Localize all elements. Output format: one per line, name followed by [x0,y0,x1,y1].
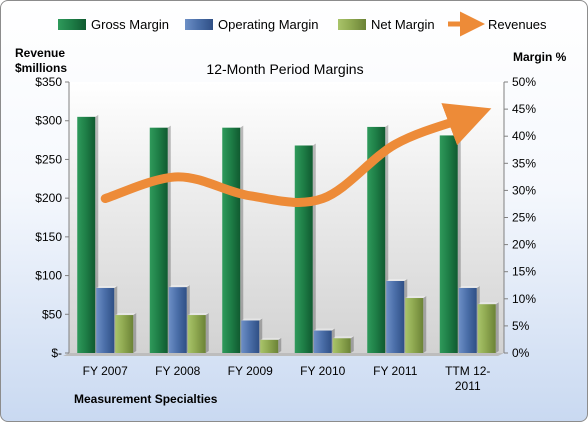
bar-top-operating-margin [386,278,408,281]
bar-top-operating-margin [313,328,335,331]
bar-side-net-margin [423,296,427,353]
category-label: TTM 12- [445,364,490,378]
bar-top-gross-margin [222,125,244,128]
left-tick-label: $250 [35,152,62,166]
bar-gross-margin [222,127,241,353]
right-tick-label: 5% [512,319,530,333]
bar-top-net-margin [477,302,499,305]
right-axis: 0% 5% 10% 15% 20% 25% 30% 35% 40% 45% 50% [503,75,536,360]
bar-operating-margin [168,287,187,353]
revenues-line [100,103,492,207]
bar-top-net-margin [260,337,282,340]
right-tick-label: 20% [512,238,536,252]
bar-top-operating-margin [241,318,263,321]
legend: Gross Margin Operating Margin Net Margin… [58,11,547,37]
legend-item-net-margin: Net Margin [338,17,435,32]
bar-top-operating-margin [458,285,480,288]
bar-operating-margin [96,287,115,353]
left-tick-label: $- [51,346,62,360]
bar-side-net-margin [133,313,137,353]
bar-top-gross-margin [77,114,99,117]
bar-side-net-margin [350,336,354,353]
left-tick-label: $50 [42,307,62,321]
bar-top-gross-margin [367,124,389,127]
plot-floor [63,353,504,356]
right-tick-label: 15% [512,265,536,279]
left-tick-label: $100 [35,269,62,283]
revenues-series [100,103,492,207]
left-tick-label: $300 [35,114,62,128]
legend-label-net-margin: Net Margin [371,17,435,32]
bar-top-gross-margin [294,143,316,146]
bar-side-net-margin [205,313,209,353]
bar-operating-margin [313,330,332,353]
right-tick-label: 10% [512,292,536,306]
right-axis-label: Margin % [513,50,567,64]
left-tick-label: $150 [35,230,62,244]
bar-top-gross-margin [149,125,171,128]
left-axis-label-line1: Revenue [15,46,65,60]
legend-item-revenues: Revenues [448,11,547,37]
footer-company-name: Measurement Specialties [74,392,218,406]
right-tick-label: 40% [512,129,536,143]
legend-item-operating-margin: Operating Margin [185,17,318,32]
category-label: FY 2010 [300,364,345,378]
bar-gross-margin [367,126,386,353]
bar-net-margin [332,338,351,353]
bar-side-gross-margin [240,125,244,353]
category-label: FY 2007 [83,364,128,378]
legend-swatch-operating-margin [185,19,213,30]
right-tick-label: 25% [512,211,536,225]
bar-gross-margin [439,135,458,353]
legend-swatch-net-margin [338,19,366,30]
bars [77,114,499,353]
bar-top-net-margin [115,313,137,316]
right-tick-label: 45% [512,102,536,116]
chart-title: 12-Month Period Margins [206,61,363,77]
left-tick-label: $200 [35,191,62,205]
bar-gross-margin [294,145,313,353]
category-label: FY 2011 [373,364,418,378]
left-axis: $- $50 $100 $150 $200 $250 $300 $350 [35,75,70,360]
bar-net-margin [405,298,424,353]
legend-swatch-gross-margin [58,19,86,30]
bar-side-net-margin [495,302,499,353]
bar-net-margin [187,315,206,353]
category-label: FY 2008 [155,364,200,378]
bar-side-gross-margin [312,143,316,353]
bar-side-net-margin [278,337,282,353]
bar-net-margin [115,315,134,353]
bar-gross-margin [149,127,168,353]
bar-net-margin [260,339,279,353]
bar-operating-margin [241,320,260,353]
bar-operating-margin [458,287,477,353]
bar-top-net-margin [405,296,427,299]
right-tick-label: 0% [512,346,530,360]
legend-item-gross-margin: Gross Margin [58,17,169,32]
left-axis-label-line2: $millions [15,61,67,75]
bar-top-operating-margin [96,285,118,288]
bar-operating-margin [386,280,405,353]
right-tick-label: 30% [512,183,536,197]
legend-label-operating-margin: Operating Margin [218,17,318,32]
bar-top-net-margin [332,336,354,339]
category-label: 2011 [455,379,481,393]
left-tick-label: $350 [35,75,62,89]
category-label: FY 2009 [228,364,273,378]
bar-top-gross-margin [439,133,461,136]
bar-top-operating-margin [168,285,190,288]
category-axis: FY 2007 FY 2008 FY 2009 FY 2010 FY 2011 TTM 1… [83,364,491,393]
right-tick-label: 50% [512,75,536,89]
bar-gross-margin [77,116,96,353]
bar-top-net-margin [187,313,209,316]
legend-label-revenues: Revenues [488,17,547,32]
right-tick-label: 35% [512,156,536,170]
legend-label-gross-margin: Gross Margin [91,17,169,32]
bar-net-margin [477,304,496,353]
